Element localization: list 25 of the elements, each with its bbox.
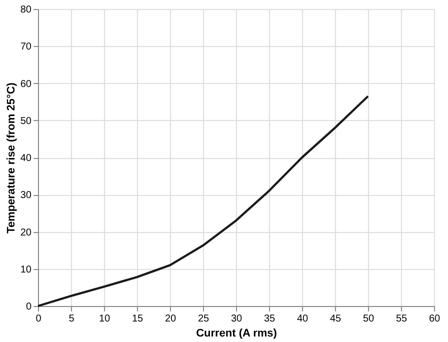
y-tick-label: 70 (20, 42, 32, 53)
y-tick-label: 20 (20, 227, 32, 238)
x-tick-label: 55 (396, 314, 408, 324)
y-tick-label: 10 (20, 264, 32, 276)
x-tick-label: 45 (330, 314, 342, 324)
x-tick-label: 50 (362, 314, 374, 324)
x-tick-label: 15 (132, 314, 144, 324)
x-tick-label: 40 (296, 314, 308, 324)
x-tick-label: 5 (68, 314, 75, 324)
x-tick-label: 30 (230, 314, 242, 324)
line-series (36, 95, 370, 308)
y-axis-title: Temperature rise (from 25°C) (5, 82, 18, 234)
y-tick-label: 30 (20, 190, 32, 202)
x-tick-label: 10 (98, 314, 110, 324)
y-tick-label: 0 (26, 302, 32, 312)
y-tick-label: 40 (20, 153, 32, 164)
x-tick-label: 35 (264, 314, 276, 324)
x-tick-label: 60 (428, 314, 440, 324)
y-tick-label: 60 (20, 78, 32, 90)
x-tick-label: 0 (36, 314, 42, 324)
x-tick-label: 25 (198, 314, 210, 324)
y-tick-label: 80 (20, 4, 32, 16)
x-tick-label: 20 (164, 314, 176, 324)
y-tick-label: 50 (20, 116, 32, 127)
x-axis-title: Current (A rms) (196, 328, 278, 340)
